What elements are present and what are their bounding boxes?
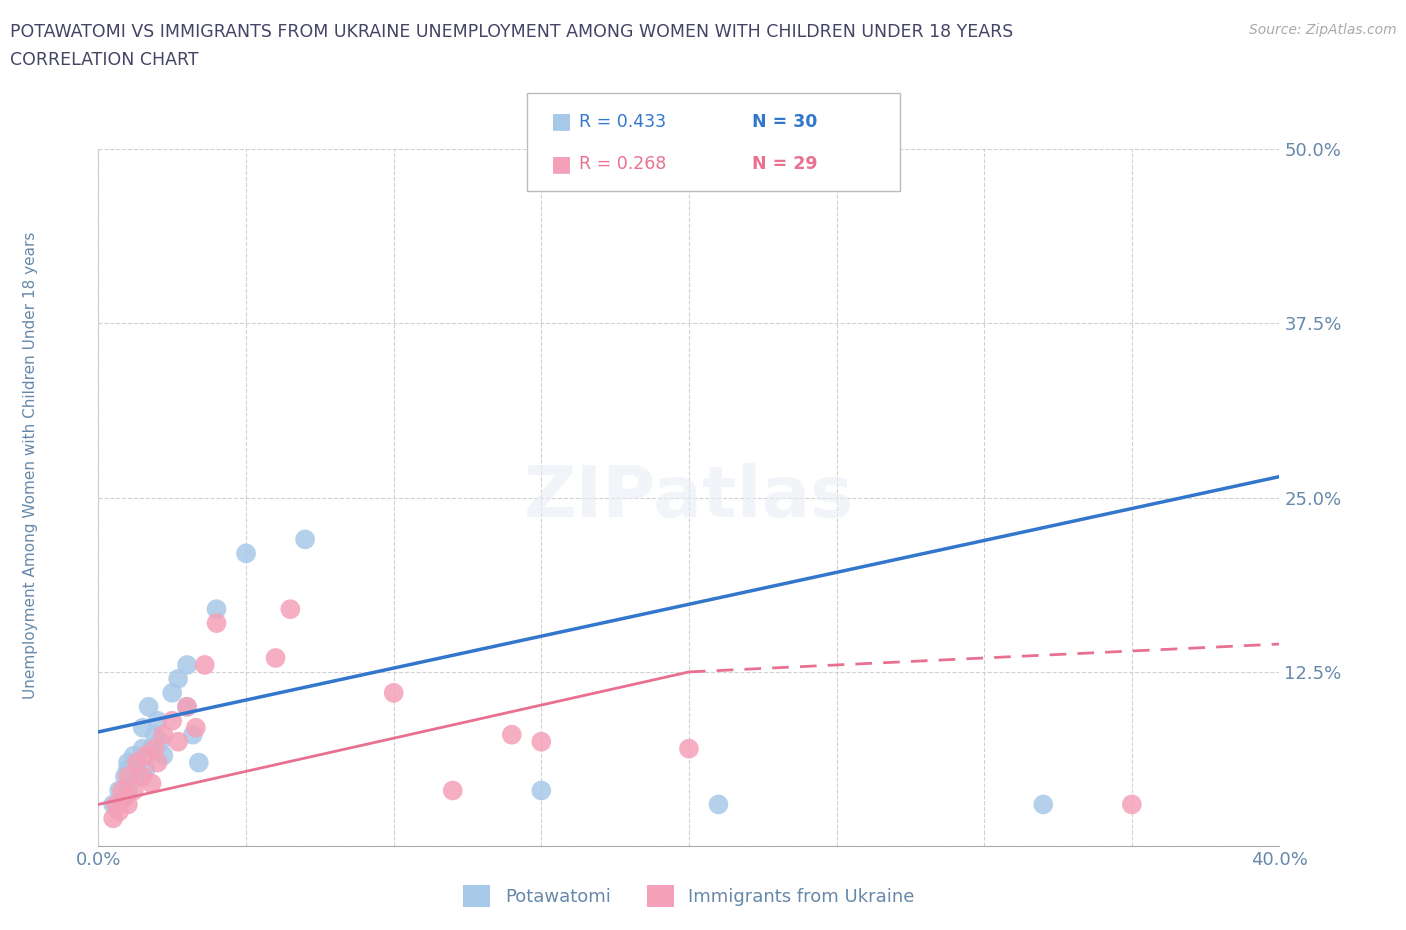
Point xyxy=(149,735,172,750)
Text: Source: ZipAtlas.com: Source: ZipAtlas.com xyxy=(1249,23,1396,37)
Point xyxy=(117,783,139,798)
Point xyxy=(103,811,125,826)
Point xyxy=(103,797,125,812)
Point xyxy=(122,748,145,763)
Point xyxy=(176,658,198,672)
Point xyxy=(135,748,157,763)
Text: ■: ■ xyxy=(551,153,572,174)
Point xyxy=(187,755,209,770)
Text: Unemployment Among Women with Children Under 18 years: Unemployment Among Women with Children U… xyxy=(24,232,38,698)
Text: N = 30: N = 30 xyxy=(752,113,817,130)
Legend: Potawatomi, Immigrants from Ukraine: Potawatomi, Immigrants from Ukraine xyxy=(456,878,922,914)
Point xyxy=(530,783,553,798)
Point xyxy=(132,741,155,756)
Point xyxy=(1032,797,1054,812)
Point xyxy=(707,797,730,812)
Point xyxy=(146,713,169,728)
Point xyxy=(122,783,145,798)
Point xyxy=(152,748,174,763)
Point xyxy=(264,651,287,666)
Point xyxy=(141,776,163,790)
Point xyxy=(294,532,316,547)
Point xyxy=(146,755,169,770)
Text: CORRELATION CHART: CORRELATION CHART xyxy=(10,51,198,69)
Point xyxy=(111,783,134,798)
Point xyxy=(235,546,257,561)
Point xyxy=(678,741,700,756)
Point xyxy=(114,790,136,805)
Point xyxy=(162,713,183,728)
Text: POTAWATOMI VS IMMIGRANTS FROM UKRAINE UNEMPLOYMENT AMONG WOMEN WITH CHILDREN UND: POTAWATOMI VS IMMIGRANTS FROM UKRAINE UN… xyxy=(10,23,1014,41)
Point xyxy=(117,797,139,812)
Point xyxy=(181,727,204,742)
Point xyxy=(132,769,155,784)
Text: ■: ■ xyxy=(551,112,572,131)
Point xyxy=(114,769,136,784)
Point xyxy=(117,763,139,777)
Point xyxy=(143,741,166,756)
Point xyxy=(162,685,183,700)
Text: R = 0.433: R = 0.433 xyxy=(579,113,666,130)
Point xyxy=(125,769,148,784)
Point xyxy=(194,658,217,672)
Point xyxy=(108,804,131,819)
Point xyxy=(184,720,207,735)
Point xyxy=(105,797,128,812)
Point xyxy=(1121,797,1143,812)
Point xyxy=(117,769,139,784)
Text: R = 0.268: R = 0.268 xyxy=(579,155,666,173)
Point xyxy=(117,755,139,770)
Point xyxy=(138,699,160,714)
Point xyxy=(176,699,198,714)
Point xyxy=(205,602,228,617)
Point xyxy=(111,790,134,805)
Point xyxy=(205,616,228,631)
Point xyxy=(167,735,190,750)
Point xyxy=(278,602,302,617)
Point xyxy=(132,720,155,735)
Point xyxy=(382,685,405,700)
Text: ZIPatlas: ZIPatlas xyxy=(524,463,853,532)
Point xyxy=(530,735,553,750)
Point xyxy=(143,727,166,742)
Point xyxy=(176,699,198,714)
Point xyxy=(152,727,174,742)
Point xyxy=(135,763,157,777)
Point xyxy=(441,783,464,798)
Text: N = 29: N = 29 xyxy=(752,155,818,173)
Point xyxy=(501,727,523,742)
Point xyxy=(167,671,190,686)
Point xyxy=(108,783,131,798)
Point xyxy=(125,755,148,770)
Point xyxy=(141,741,163,756)
